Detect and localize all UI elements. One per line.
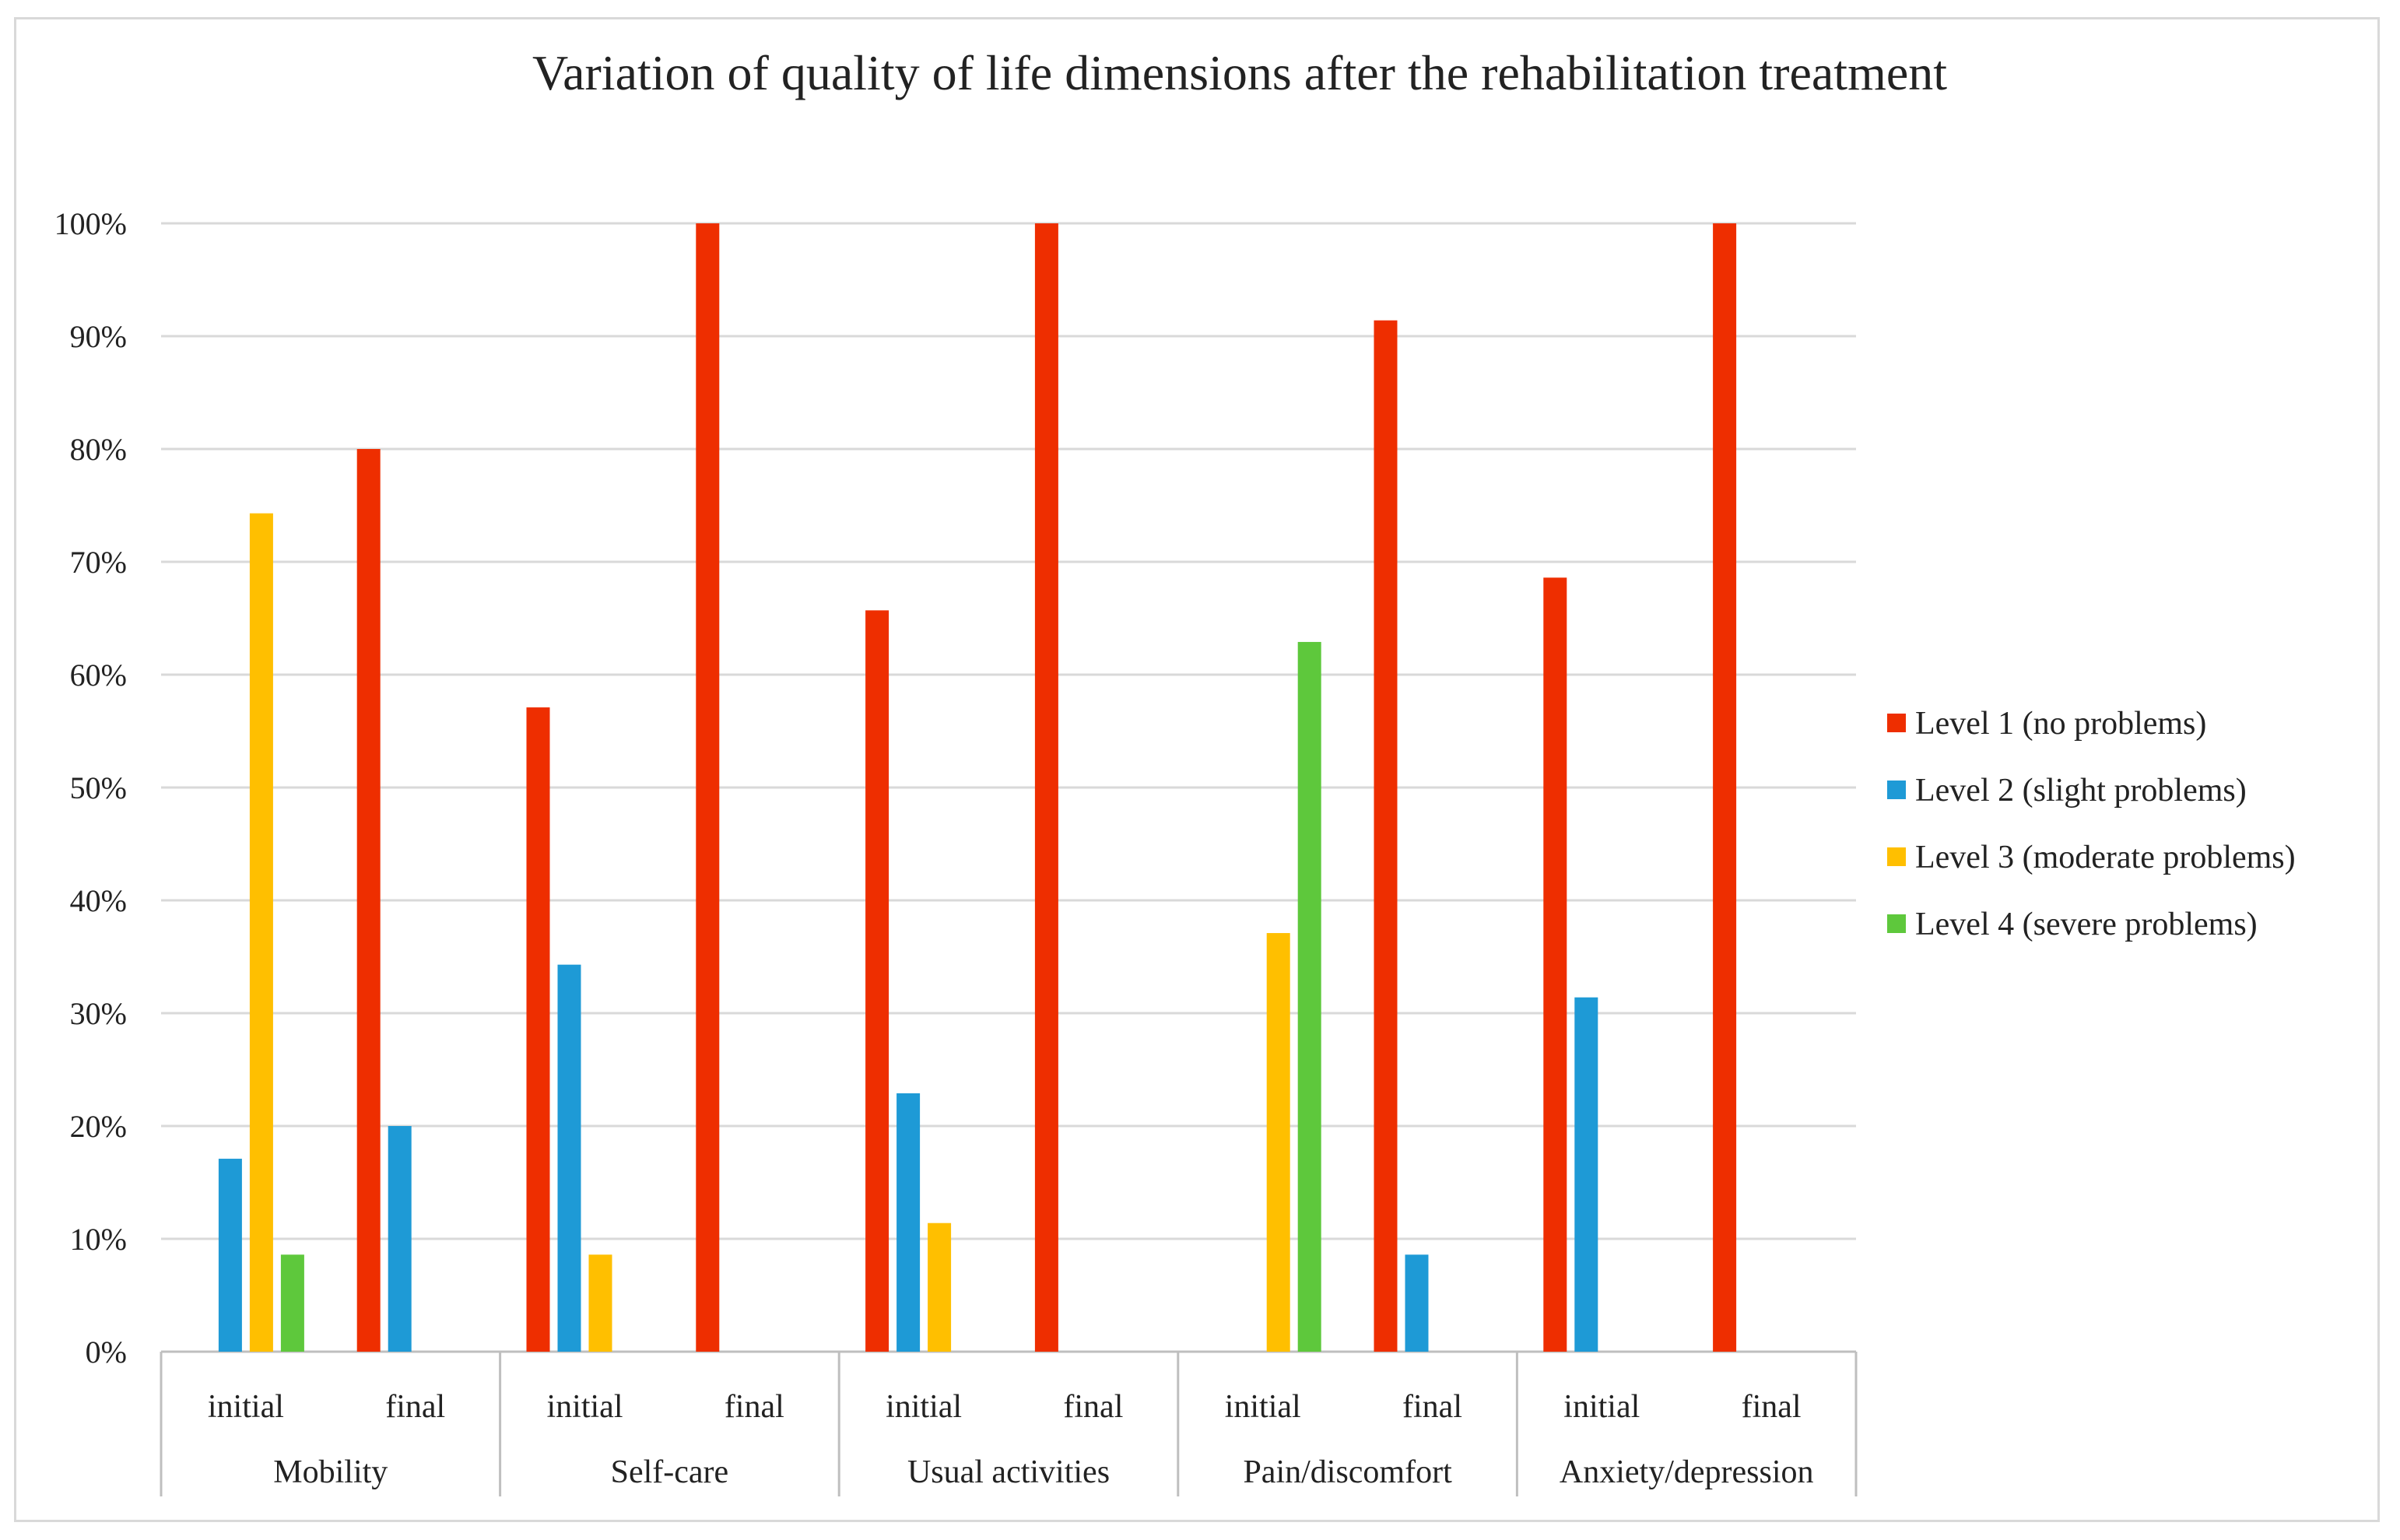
bar bbox=[218, 1159, 242, 1352]
bar bbox=[1266, 933, 1290, 1352]
y-tick-label: 20% bbox=[70, 1109, 127, 1144]
legend-layer: Level 1 (no problems) Level 2 (slight pro… bbox=[1887, 706, 2296, 942]
bar bbox=[1374, 320, 1398, 1352]
bar bbox=[588, 1254, 612, 1352]
bar bbox=[1713, 223, 1737, 1352]
legend-label: Level 1 (no problems) bbox=[1915, 706, 2206, 742]
bar bbox=[1034, 223, 1058, 1352]
x-group-label: Mobility bbox=[273, 1454, 388, 1490]
grid-layer bbox=[161, 222, 1856, 1353]
x-subcategory-label: final bbox=[1742, 1389, 1802, 1425]
bar bbox=[1405, 1254, 1429, 1352]
label-layer: 0% 10% 20% 30% 40% 50% 60% 70% 80% 90% 100% initial… bbox=[54, 206, 1814, 1490]
y-tick-label: 100% bbox=[54, 206, 127, 241]
chart-frame: Variation of quality of life dimensions … bbox=[14, 17, 2380, 1522]
x-subcategory-label: final bbox=[1402, 1389, 1462, 1425]
legend-label: Level 4 (severe problems) bbox=[1915, 907, 2258, 942]
legend-swatch bbox=[1887, 914, 1906, 933]
y-tick-label: 90% bbox=[70, 319, 127, 354]
bar bbox=[1574, 997, 1598, 1352]
bar bbox=[696, 223, 720, 1352]
bar bbox=[388, 1126, 412, 1352]
y-tick-label: 60% bbox=[70, 658, 127, 693]
legend-swatch bbox=[1887, 714, 1906, 732]
x-subcategory-label: initial bbox=[886, 1389, 962, 1425]
y-tick-label: 40% bbox=[70, 883, 127, 918]
bar bbox=[896, 1093, 921, 1352]
y-tick-label: 0% bbox=[86, 1335, 127, 1370]
x-group-label: Usual activities bbox=[907, 1454, 1110, 1490]
bar bbox=[356, 449, 381, 1352]
chart-svg: Variation of quality of life dimensions … bbox=[54, 45, 2296, 1496]
legend-label: Level 2 (slight problems) bbox=[1915, 773, 2247, 809]
legend-swatch bbox=[1887, 847, 1906, 866]
x-subcategory-label: final bbox=[725, 1389, 784, 1425]
y-tick-label: 80% bbox=[70, 432, 127, 467]
x-subcategory-label: final bbox=[385, 1389, 445, 1425]
bar bbox=[557, 964, 581, 1352]
y-tick-label: 10% bbox=[70, 1222, 127, 1257]
bar-layer bbox=[218, 223, 1737, 1352]
bar bbox=[928, 1223, 952, 1352]
x-group-label: Anxiety/depression bbox=[1560, 1454, 1814, 1490]
x-subcategory-label: initial bbox=[1225, 1389, 1301, 1425]
bar bbox=[1543, 577, 1567, 1352]
legend-swatch bbox=[1887, 781, 1906, 799]
x-group-label: Self-care bbox=[611, 1454, 729, 1490]
bar bbox=[526, 707, 550, 1352]
x-subcategory-label: initial bbox=[547, 1389, 623, 1425]
y-tick-label: 30% bbox=[70, 996, 127, 1031]
x-subcategory-label: initial bbox=[1563, 1389, 1640, 1425]
y-tick-label: 50% bbox=[70, 770, 127, 805]
chart-title: Variation of quality of life dimensions … bbox=[532, 45, 1947, 100]
y-tick-label: 70% bbox=[70, 545, 127, 580]
x-subcategory-label: initial bbox=[208, 1389, 284, 1425]
bar bbox=[1297, 641, 1321, 1352]
x-subcategory-label: final bbox=[1063, 1389, 1123, 1425]
bar bbox=[280, 1254, 304, 1352]
x-group-label: Pain/discomfort bbox=[1243, 1454, 1452, 1490]
bar bbox=[249, 513, 273, 1352]
legend-label: Level 3 (moderate problems) bbox=[1915, 840, 2296, 875]
bar bbox=[865, 610, 889, 1352]
axis-layer bbox=[160, 1350, 1858, 1496]
